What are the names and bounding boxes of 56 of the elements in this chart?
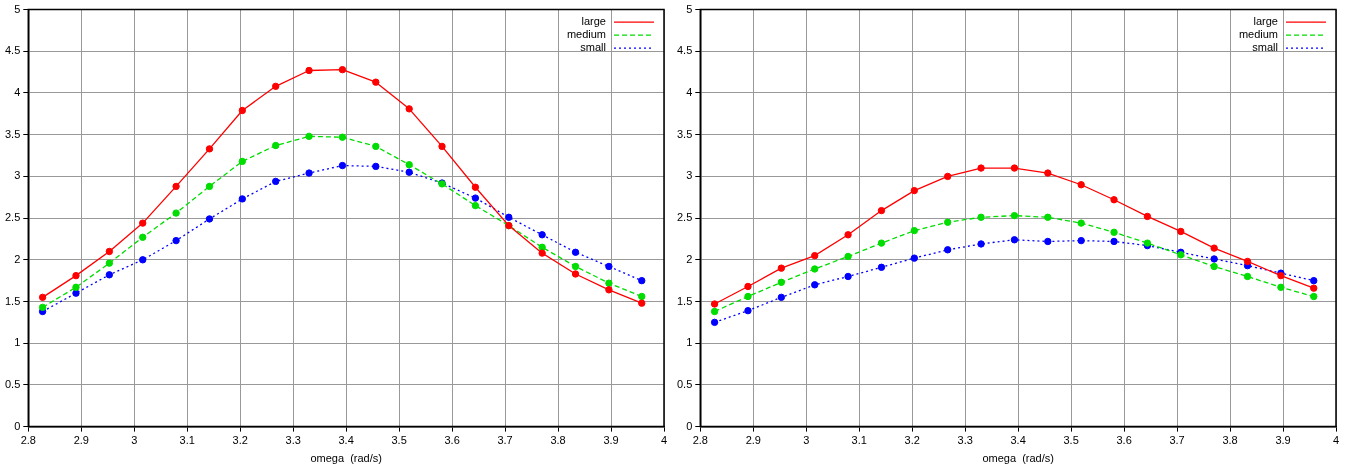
x-tick-label: 3.3 (285, 434, 301, 447)
x-tick-label: 3.5 (391, 434, 407, 447)
y-tick-label: 3.5 (4, 127, 21, 140)
y-tick-label: 3 (686, 169, 693, 182)
y-tick-label: 3 (14, 169, 21, 182)
x-tick-label: 4 (660, 434, 668, 447)
x-tick-label: 3.7 (497, 434, 513, 447)
y-tick-label: 1.5 (4, 294, 21, 307)
x-tick-label: 2.9 (73, 434, 89, 447)
x-tick-label: 3.9 (1275, 434, 1291, 447)
y-tick-label: 3.5 (676, 127, 693, 140)
x-tick-label: 3.6 (444, 434, 460, 447)
x-tick-label: 3.8 (550, 434, 566, 447)
legend-label: small (1252, 41, 1278, 54)
x-tick-label: 3.2 (904, 434, 920, 447)
y-tick-label: 2 (686, 252, 693, 265)
y-tick-label: 5 (14, 2, 21, 15)
y-tick-label: 1 (686, 336, 693, 349)
x-tick-label: 3.4 (338, 434, 354, 447)
x-axis-title: omega (rad/s) (310, 452, 382, 465)
y-tick-label: 4.5 (4, 44, 21, 57)
y-tick-label: 4 (686, 86, 693, 99)
legend-label: medium (1238, 28, 1278, 41)
x-axis-title: omega (rad/s) (982, 452, 1054, 465)
y-tick-label: 2.5 (4, 211, 21, 224)
x-tick-label: 2.8 (20, 434, 36, 447)
y-tick-label: 4.5 (676, 44, 693, 57)
x-tick-label: 3.8 (1222, 434, 1238, 447)
legend-label: large (1253, 15, 1278, 28)
y-tick-label: 1.5 (676, 294, 693, 307)
y-tick-label: 2 (14, 252, 21, 265)
x-tick-label: 3.6 (1116, 434, 1132, 447)
x-tick-label: 3.2 (232, 434, 248, 447)
y-tick-label: 1 (14, 336, 21, 349)
x-tick-label: 2.8 (692, 434, 708, 447)
y-tick-label: 4 (14, 86, 21, 99)
x-tick-label: 3 (131, 434, 138, 447)
x-tick-label: 3.9 (603, 434, 619, 447)
x-tick-label: 3.1 (179, 434, 195, 447)
y-tick-label: 0.5 (676, 377, 693, 390)
y-tick-label: 5 (686, 2, 693, 15)
y-tick-label: 0 (686, 419, 693, 432)
x-tick-label: 3.5 (1063, 434, 1079, 447)
x-tick-label: 4 (1332, 434, 1340, 447)
y-tick-label: 0.5 (4, 377, 21, 390)
x-tick-label: 3.4 (1010, 434, 1026, 447)
x-tick-label: 3.3 (957, 434, 973, 447)
legend-label: small (580, 41, 606, 54)
x-tick-label: 2.9 (745, 434, 761, 447)
y-tick-label: 0 (14, 419, 21, 432)
x-tick-label: 3.7 (1169, 434, 1185, 447)
legend-label: medium (566, 28, 606, 41)
x-tick-label: 3.1 (851, 434, 867, 447)
x-tick-label: 3 (803, 434, 810, 447)
y-tick-label: 2.5 (676, 211, 693, 224)
legend-label: large (581, 15, 606, 28)
